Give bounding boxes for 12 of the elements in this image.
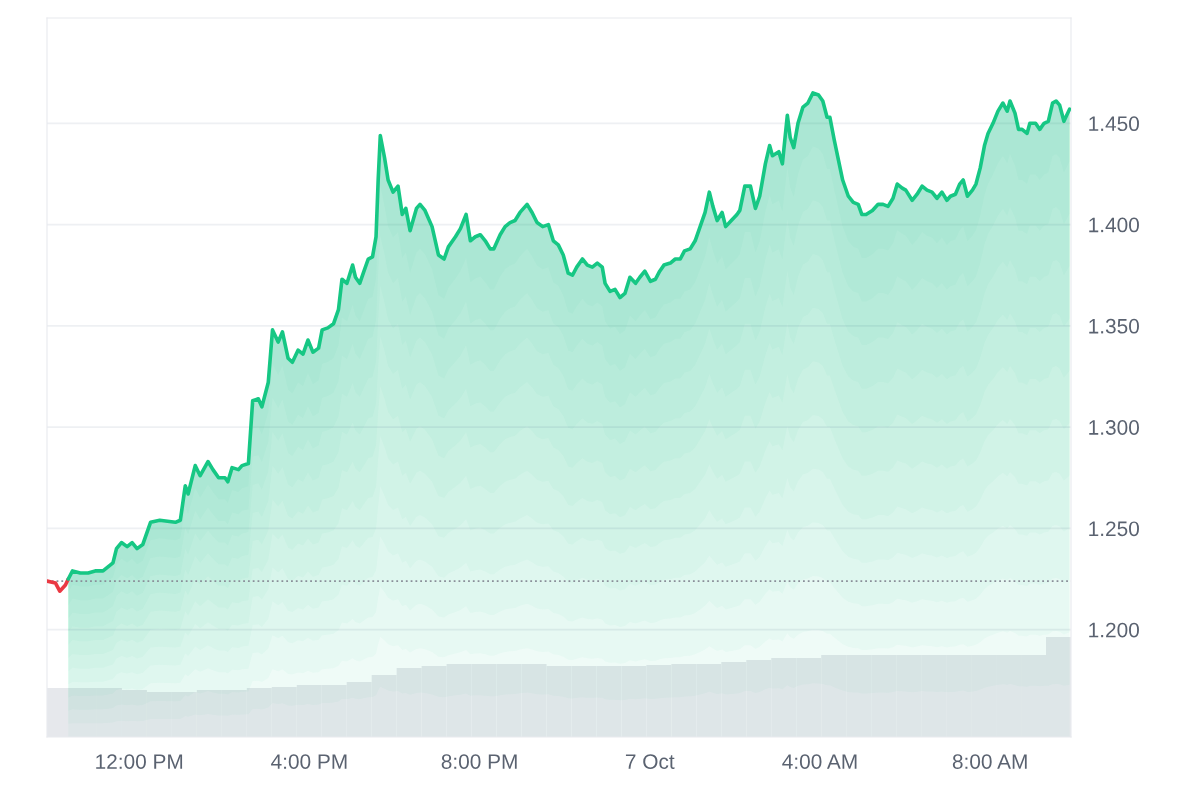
x-tick-label: 12:00 PM bbox=[96, 754, 183, 769]
y-tick-label: 1.300 bbox=[1089, 420, 1139, 435]
x-tick-label: 4:00 PM bbox=[271, 754, 347, 769]
x-tick-label: 8:00 AM bbox=[952, 754, 1027, 769]
y-tick-label: 1.450 bbox=[1089, 116, 1139, 132]
y-tick-label: 1.400 bbox=[1089, 217, 1139, 233]
x-tick-label: 8:00 PM bbox=[441, 754, 517, 769]
y-tick-label: 1.250 bbox=[1089, 521, 1139, 537]
y-tick-label: 1.200 bbox=[1089, 622, 1139, 638]
y-tick-label: 1.350 bbox=[1089, 318, 1139, 334]
x-tick-label: 7 Oct bbox=[625, 754, 675, 769]
x-tick-label: 4:00 AM bbox=[782, 754, 857, 769]
